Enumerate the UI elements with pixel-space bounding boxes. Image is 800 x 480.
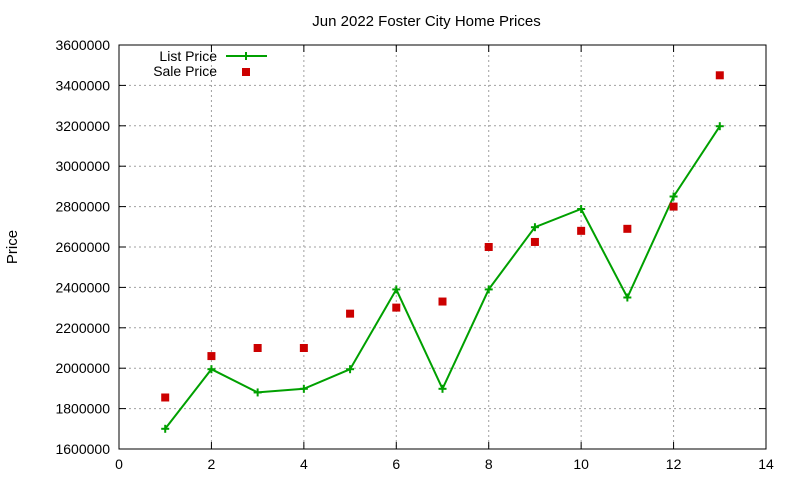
y-tick-label: 2200000: [55, 320, 110, 336]
sale-price-point: [530, 237, 539, 246]
series-layer: [161, 71, 724, 433]
y-tick-label: 3200000: [55, 118, 110, 134]
list-price-point: [253, 388, 262, 397]
y-tick-label: 2000000: [55, 360, 110, 376]
legend-marker-sale-price: [242, 68, 250, 76]
x-tick-label: 14: [758, 456, 774, 472]
legend-label-list-price: List Price: [159, 48, 217, 64]
legend: List Price Sale Price: [153, 48, 267, 79]
x-tick-label: 4: [300, 456, 308, 472]
list-price-point: [577, 205, 586, 214]
y-tick-label: 3600000: [55, 37, 110, 53]
list-price-point: [346, 365, 355, 374]
x-tick-label: 2: [208, 456, 216, 472]
sale-price-point: [715, 71, 724, 80]
list-price-point: [715, 122, 724, 131]
sale-price-point: [253, 344, 262, 352]
y-tick-label: 2400000: [55, 279, 110, 295]
list-price-point: [438, 384, 447, 393]
sale-price-point: [484, 243, 493, 251]
list-price-point: [623, 293, 632, 302]
x-tick-label: 6: [392, 456, 400, 472]
y-tick-label: 2800000: [55, 199, 110, 215]
y-tick-label: 2600000: [55, 239, 110, 255]
x-tick-label: 12: [666, 456, 682, 472]
y-tick-label: 3400000: [55, 77, 110, 93]
chart-title: Jun 2022 Foster City Home Prices: [312, 13, 540, 30]
list-price-point: [299, 384, 308, 393]
list-price-point: [207, 365, 216, 374]
sale-price-point: [207, 352, 216, 361]
y-tick-label: 3000000: [55, 158, 110, 174]
x-tick-label: 8: [485, 456, 493, 472]
x-tick-label: 0: [115, 456, 123, 472]
list-price-point: [530, 223, 539, 232]
list-price-point: [484, 285, 493, 294]
y-tick-label: 1800000: [55, 401, 110, 417]
list-price-point: [392, 285, 401, 294]
sale-price-point: [577, 226, 586, 235]
sale-price-point: [299, 344, 308, 352]
legend-label-sale-price: Sale Price: [153, 63, 217, 79]
list-price-point: [669, 192, 678, 201]
sale-price-point: [346, 309, 355, 318]
y-axis-title: Price: [4, 230, 21, 264]
list-price-line: [164, 125, 721, 430]
sale-price-point: [623, 224, 632, 233]
sale-price-point: [161, 393, 170, 402]
legend-marker-list-price: [242, 52, 250, 60]
sale-price-point: [669, 202, 678, 211]
y-tick-label: 1600000: [55, 441, 110, 457]
list-price-point: [161, 424, 170, 433]
sale-price-point: [392, 303, 401, 312]
x-tick-label: 10: [573, 456, 589, 472]
sale-price-point: [438, 297, 447, 306]
axis-ticks: 1600000 1800000 2000000 2200000 2400000 26000…: [55, 37, 774, 472]
